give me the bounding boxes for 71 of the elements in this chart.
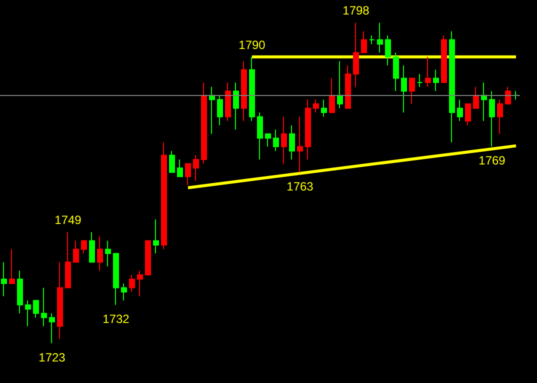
candlestick bbox=[225, 82, 231, 122]
candlestick bbox=[185, 163, 191, 186]
candlestick bbox=[217, 94, 223, 126]
candlestick bbox=[393, 52, 399, 92]
candlestick bbox=[321, 99, 327, 118]
candlestick bbox=[129, 274, 135, 293]
annotation: 1798 bbox=[342, 4, 370, 18]
candlestick bbox=[33, 300, 39, 318]
candlestick bbox=[281, 116, 287, 164]
candlestick bbox=[41, 287, 47, 327]
candlestick bbox=[417, 73, 423, 88]
candlestick bbox=[505, 86, 511, 104]
candlestick bbox=[385, 35, 391, 66]
candlestick bbox=[441, 35, 447, 84]
candlestick bbox=[433, 69, 439, 92]
candlestick bbox=[241, 60, 247, 122]
candlestick bbox=[121, 282, 127, 302]
candlestick bbox=[273, 129, 279, 152]
candlestick bbox=[257, 112, 263, 160]
candlestick bbox=[345, 64, 351, 109]
candlestick bbox=[425, 56, 431, 88]
annotation: 1790 bbox=[238, 38, 266, 52]
candlestick bbox=[313, 99, 319, 113]
candlestick bbox=[249, 56, 255, 122]
annotation: 1749 bbox=[54, 213, 82, 228]
candlestick bbox=[49, 312, 55, 344]
candlestick bbox=[377, 22, 383, 54]
candlestick bbox=[113, 253, 119, 306]
candlestick bbox=[361, 30, 367, 54]
candlestick bbox=[153, 218, 159, 254]
annotation: 1763 bbox=[286, 179, 314, 194]
candlestick bbox=[193, 154, 199, 182]
candlestick bbox=[9, 248, 15, 284]
candlestick bbox=[369, 35, 375, 45]
candlestick bbox=[465, 103, 471, 126]
candlestick bbox=[265, 133, 271, 148]
candlestick bbox=[57, 262, 63, 340]
candlestick bbox=[105, 240, 111, 267]
candlestick bbox=[297, 116, 303, 173]
candlestick bbox=[497, 99, 503, 134]
candlestick bbox=[1, 262, 7, 297]
candlestick bbox=[233, 82, 239, 130]
candlestick bbox=[89, 232, 95, 263]
candlestick bbox=[17, 270, 23, 314]
candlestick bbox=[73, 240, 79, 263]
candlestick bbox=[449, 30, 455, 143]
annotation: 1732 bbox=[102, 312, 130, 326]
candlestick bbox=[409, 78, 415, 104]
candlestick bbox=[81, 240, 87, 254]
candlestick bbox=[97, 236, 103, 272]
annotation: 1769 bbox=[478, 154, 506, 168]
candlestick bbox=[353, 22, 359, 88]
candlestick bbox=[329, 78, 335, 113]
annotation: 1723 bbox=[38, 350, 66, 364]
candlestick bbox=[25, 300, 31, 327]
candlestick bbox=[305, 99, 311, 160]
candlestick bbox=[457, 99, 463, 122]
candlestick bbox=[337, 60, 343, 109]
candlestick bbox=[137, 270, 143, 297]
candlestick bbox=[289, 124, 295, 160]
candlestick bbox=[489, 90, 495, 148]
candlestick bbox=[169, 150, 175, 173]
candlestick bbox=[201, 82, 207, 164]
candlestick bbox=[209, 86, 215, 134]
candlestick bbox=[161, 142, 167, 250]
candlestick bbox=[401, 64, 407, 113]
candlestick bbox=[177, 158, 183, 178]
candlestick bbox=[481, 82, 487, 122]
candlestick bbox=[473, 86, 479, 109]
candlestick bbox=[145, 240, 151, 276]
candlestick bbox=[65, 232, 71, 288]
